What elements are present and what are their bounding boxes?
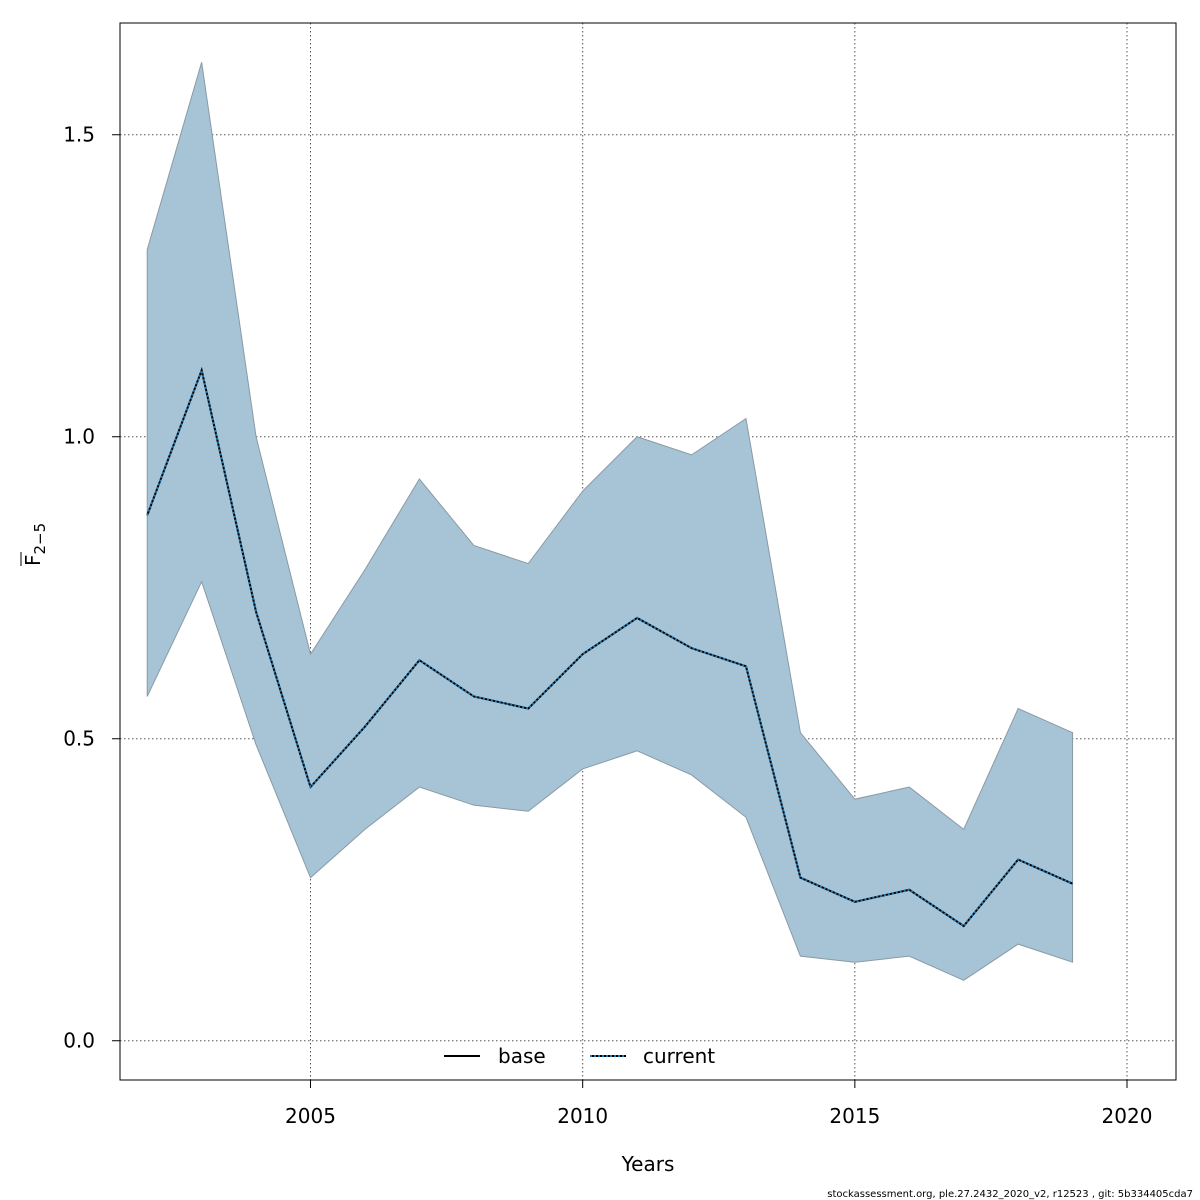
legend-label-current: current (643, 1044, 715, 1068)
axes: 2005 2010 2015 2020 0.0 0.5 1.0 1.5 (63, 123, 1152, 1128)
y-axis-title-subscript: 2−5 (31, 523, 49, 555)
x-tick-label: 2015 (829, 1104, 880, 1128)
y-tick-label: 0.5 (63, 727, 95, 751)
y-tick-label: 0.0 (63, 1029, 95, 1053)
legend: base current (444, 1044, 715, 1068)
confidence-band (146, 62, 1074, 981)
y-axis-title-main: F (21, 554, 45, 566)
y-tick-label: 1.5 (63, 123, 95, 147)
legend-label-base: base (498, 1044, 546, 1068)
x-tick-label: 2020 (1102, 1104, 1153, 1128)
svg-text:F2−5: F2−5 (21, 523, 49, 566)
footer-text: stockassessment.org, ple.27.2432_2020_v2… (827, 1189, 1193, 1200)
confidence-band-group (146, 62, 1074, 981)
x-axis-title: Years (621, 1152, 675, 1176)
plot-frame (119, 22, 1177, 1081)
x-tick-label: 2010 (557, 1104, 608, 1128)
series-line-current (146, 366, 1073, 928)
series-group (146, 366, 1073, 928)
x-tick-label: 2005 (285, 1104, 336, 1128)
y-tick-label: 1.0 (63, 425, 95, 449)
y-axis-title: F2−5 (20, 523, 49, 566)
